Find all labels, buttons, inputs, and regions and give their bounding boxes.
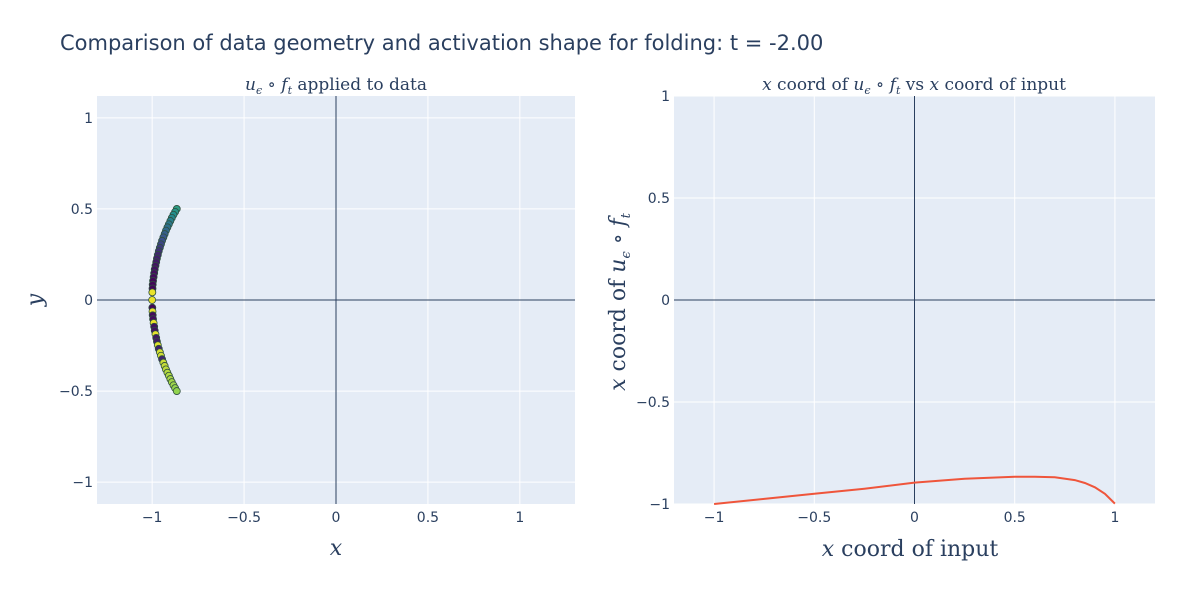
right-subplot-title: x coord of uϵ ∘ ft vs x coord of input	[762, 75, 1066, 97]
y-tick-label: 0	[661, 293, 670, 309]
scatter-point[interactable]	[148, 288, 157, 297]
right-x-tick-labels: −1 −0.5 0 0.5 1	[704, 510, 1120, 526]
x-tick-label: 1	[515, 510, 524, 526]
x-tick-label: −0.5	[227, 510, 261, 526]
right-subplot: −1 −0.5 0 0.5 1 −1 −0.5 0 0.5 1 x coord of uϵ ∘ …	[606, 75, 1155, 562]
scatter-point[interactable]	[148, 296, 157, 304]
left-x-tick-labels: −1 −0.5 0 0.5 1	[142, 510, 524, 526]
left-y-tick-labels: −1 −0.5 0 0.5 1	[59, 111, 93, 491]
right-line-series	[713, 475, 1116, 505]
left-subplot: −1 −0.5 0 0.5 1 −1 −0.5 0 0.5 1 uϵ ∘ ft applied …	[23, 75, 575, 561]
line-series-path[interactable]	[713, 475, 1116, 505]
right-y-tick-labels: −1 −0.5 0 0.5 1	[636, 89, 670, 513]
right-x-axis-label: x coord of input	[822, 537, 999, 562]
left-x-axis-label: x	[330, 536, 343, 561]
y-tick-label: −1	[649, 497, 670, 513]
left-subplot-title: uϵ ∘ ft applied to data	[245, 75, 427, 97]
x-tick-label: 0.5	[1004, 510, 1026, 526]
y-tick-label: 1	[661, 89, 670, 105]
right-zerolines	[674, 96, 1155, 504]
left-zerolines	[97, 96, 575, 504]
x-tick-label: −1	[142, 510, 163, 526]
y-tick-label: 1	[84, 111, 93, 127]
x-tick-label: 1	[1110, 510, 1119, 526]
x-tick-label: −0.5	[797, 510, 831, 526]
y-tick-label: 0.5	[71, 202, 93, 218]
y-tick-label: 0.5	[648, 191, 670, 207]
left-scatter-points	[148, 205, 181, 395]
y-tick-label: 0	[84, 293, 93, 309]
x-tick-label: 0	[332, 510, 341, 526]
scatter-point[interactable]	[172, 387, 181, 395]
y-tick-label: −1	[72, 475, 93, 491]
x-tick-label: 0	[910, 510, 919, 526]
left-y-axis-label: y	[23, 293, 48, 307]
y-tick-label: −0.5	[636, 395, 670, 411]
x-tick-label: 0.5	[417, 510, 439, 526]
y-tick-label: −0.5	[59, 384, 93, 400]
figure-title: Comparison of data geometry and activati…	[60, 31, 823, 55]
x-tick-label: −1	[704, 510, 725, 526]
right-y-axis-label: x coord of uϵ ∘ ft	[606, 212, 634, 391]
